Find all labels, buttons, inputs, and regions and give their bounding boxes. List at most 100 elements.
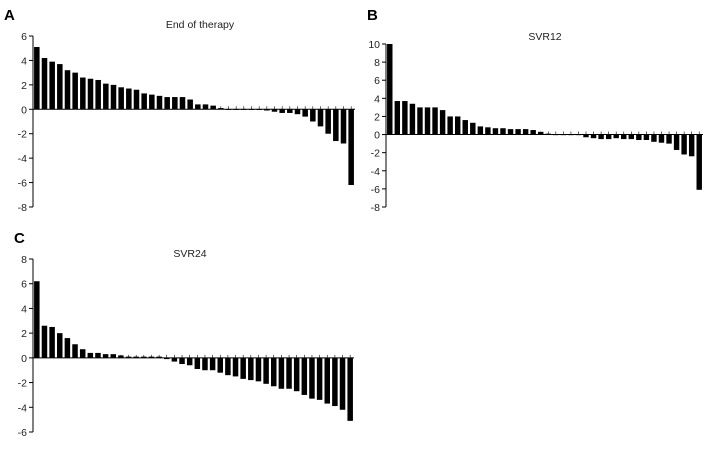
bar [477,126,484,135]
bar [621,134,627,140]
panel-b-bars [387,44,702,190]
panel-a-chart: A End of therapy -8 -6 -4 -2 0 2 4 6 [4,7,355,214]
bar [241,109,247,110]
y-tick-label: 2 [21,80,27,92]
bar [271,357,277,387]
bar [41,325,48,358]
bar [696,134,702,190]
bar [492,128,499,135]
bar [598,134,604,140]
bar [149,94,155,110]
bar [49,61,55,110]
bar [72,344,78,358]
bar [126,88,132,110]
bar [278,357,285,389]
bar [302,109,308,117]
bar [263,357,269,384]
bar [310,109,316,122]
bar [605,134,612,140]
bar [560,134,567,136]
bar [156,95,163,110]
bar [339,357,346,410]
bar [553,134,559,136]
bar [34,281,40,358]
bar [651,134,657,142]
panel-c-chart: C SVR24 -6 -4 -2 0 2 4 6 8 [14,230,354,439]
y-tick-label: -8 [371,202,380,214]
bar [575,134,582,136]
y-tick-label: 6 [374,75,380,87]
bar [194,357,201,369]
bar [256,109,262,110]
y-tick-label: 8 [374,57,380,69]
y-tick-label: 0 [21,353,27,365]
bar [394,101,401,135]
bar [666,134,672,144]
bar [271,109,278,112]
bar [49,326,55,358]
bar [79,349,86,358]
panel-c-bars [34,281,353,421]
bar [432,107,438,135]
bar [171,357,178,362]
bar [209,357,216,371]
y-tick-label: 6 [21,31,27,43]
bar [248,109,255,110]
bar [347,357,353,421]
bar [462,120,468,135]
bar [348,109,354,186]
bar [294,109,301,115]
panel-c-letter: C [14,230,25,247]
bar [309,357,315,399]
bar [447,116,453,135]
bar [673,134,680,150]
bar [568,134,574,136]
bar [233,109,239,110]
y-tick-label: -6 [18,427,27,439]
y-tick-label: 6 [21,279,27,291]
bar [613,134,619,139]
bar [248,357,254,381]
panel-b-chart: B SVR12 -8 -6 -4 -2 0 2 4 6 8 10 [367,7,703,214]
panel-a-y-axis: -8 -6 -4 -2 0 2 4 6 [18,31,355,214]
bar [57,64,63,110]
y-tick-label: 0 [374,130,380,142]
bar [301,357,308,395]
panel-b-y-axis: -8 -6 -4 -2 0 2 4 6 8 10 [368,39,703,214]
bar [325,109,331,134]
y-tick-label: -4 [18,402,27,414]
y-tick-label: 4 [21,303,27,315]
bar [658,134,665,143]
bar [133,89,140,110]
bar [485,127,491,135]
bar [264,109,270,111]
bar [64,70,71,110]
bar [470,122,476,135]
panel-a-bars [34,46,354,186]
panel-a-title: End of therapy [166,19,235,31]
bar [279,109,285,113]
y-tick-label: 2 [374,111,380,123]
bar [34,46,40,110]
y-tick-label: 4 [21,55,27,67]
bar [293,357,300,392]
bar [340,109,347,144]
bar [332,357,338,407]
bar [186,357,193,366]
panel-c-y-axis: -6 -4 -2 0 2 4 6 8 [18,254,354,439]
y-tick-label: -4 [371,166,380,178]
bar [688,134,695,157]
bar [164,357,170,360]
bar [179,357,185,365]
y-tick-label: -8 [18,202,27,214]
bar [590,134,597,139]
bar [172,97,178,110]
y-tick-label: 8 [21,254,27,266]
bar [636,134,642,140]
bar [164,97,170,110]
bar [324,357,330,404]
bar [287,109,293,113]
bar [118,87,124,110]
bar [402,101,408,135]
bar [41,57,48,110]
